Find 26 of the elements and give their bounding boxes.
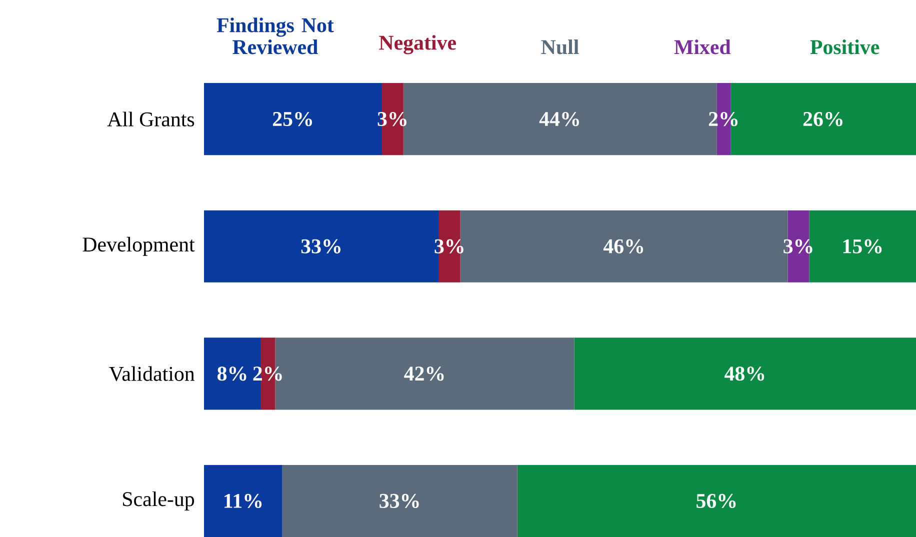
series-label: Findings Not Reviewed [216,18,334,54]
data-label: 33% [380,494,419,508]
data-label: 15% [843,239,882,254]
data-label: 11% [224,494,262,508]
bar [282,464,518,537]
data-label: 46% [603,239,644,254]
y-tick-label: Scale-up [123,491,194,510]
series-label: Positive [810,39,880,54]
data-label: 42% [404,366,444,381]
data-label: 26% [803,112,842,126]
data-label: 48% [724,366,764,381]
data-label: 25% [272,112,312,126]
data-label: 44% [539,112,579,126]
series-label: Negative [379,35,456,54]
series-label: Null [541,39,579,54]
data-label: 8% [217,366,246,381]
bar [574,338,916,410]
data-label: 3% [784,239,812,254]
data-label: 33% [301,239,340,254]
y-tick-label: Validation [109,366,195,382]
series-label: Mixed [674,39,731,54]
bar [517,464,916,537]
bar [204,464,282,537]
y-tick-label: Development [82,236,195,256]
y-tick-label: All Grants [107,112,194,126]
data-label: 56% [696,494,736,508]
